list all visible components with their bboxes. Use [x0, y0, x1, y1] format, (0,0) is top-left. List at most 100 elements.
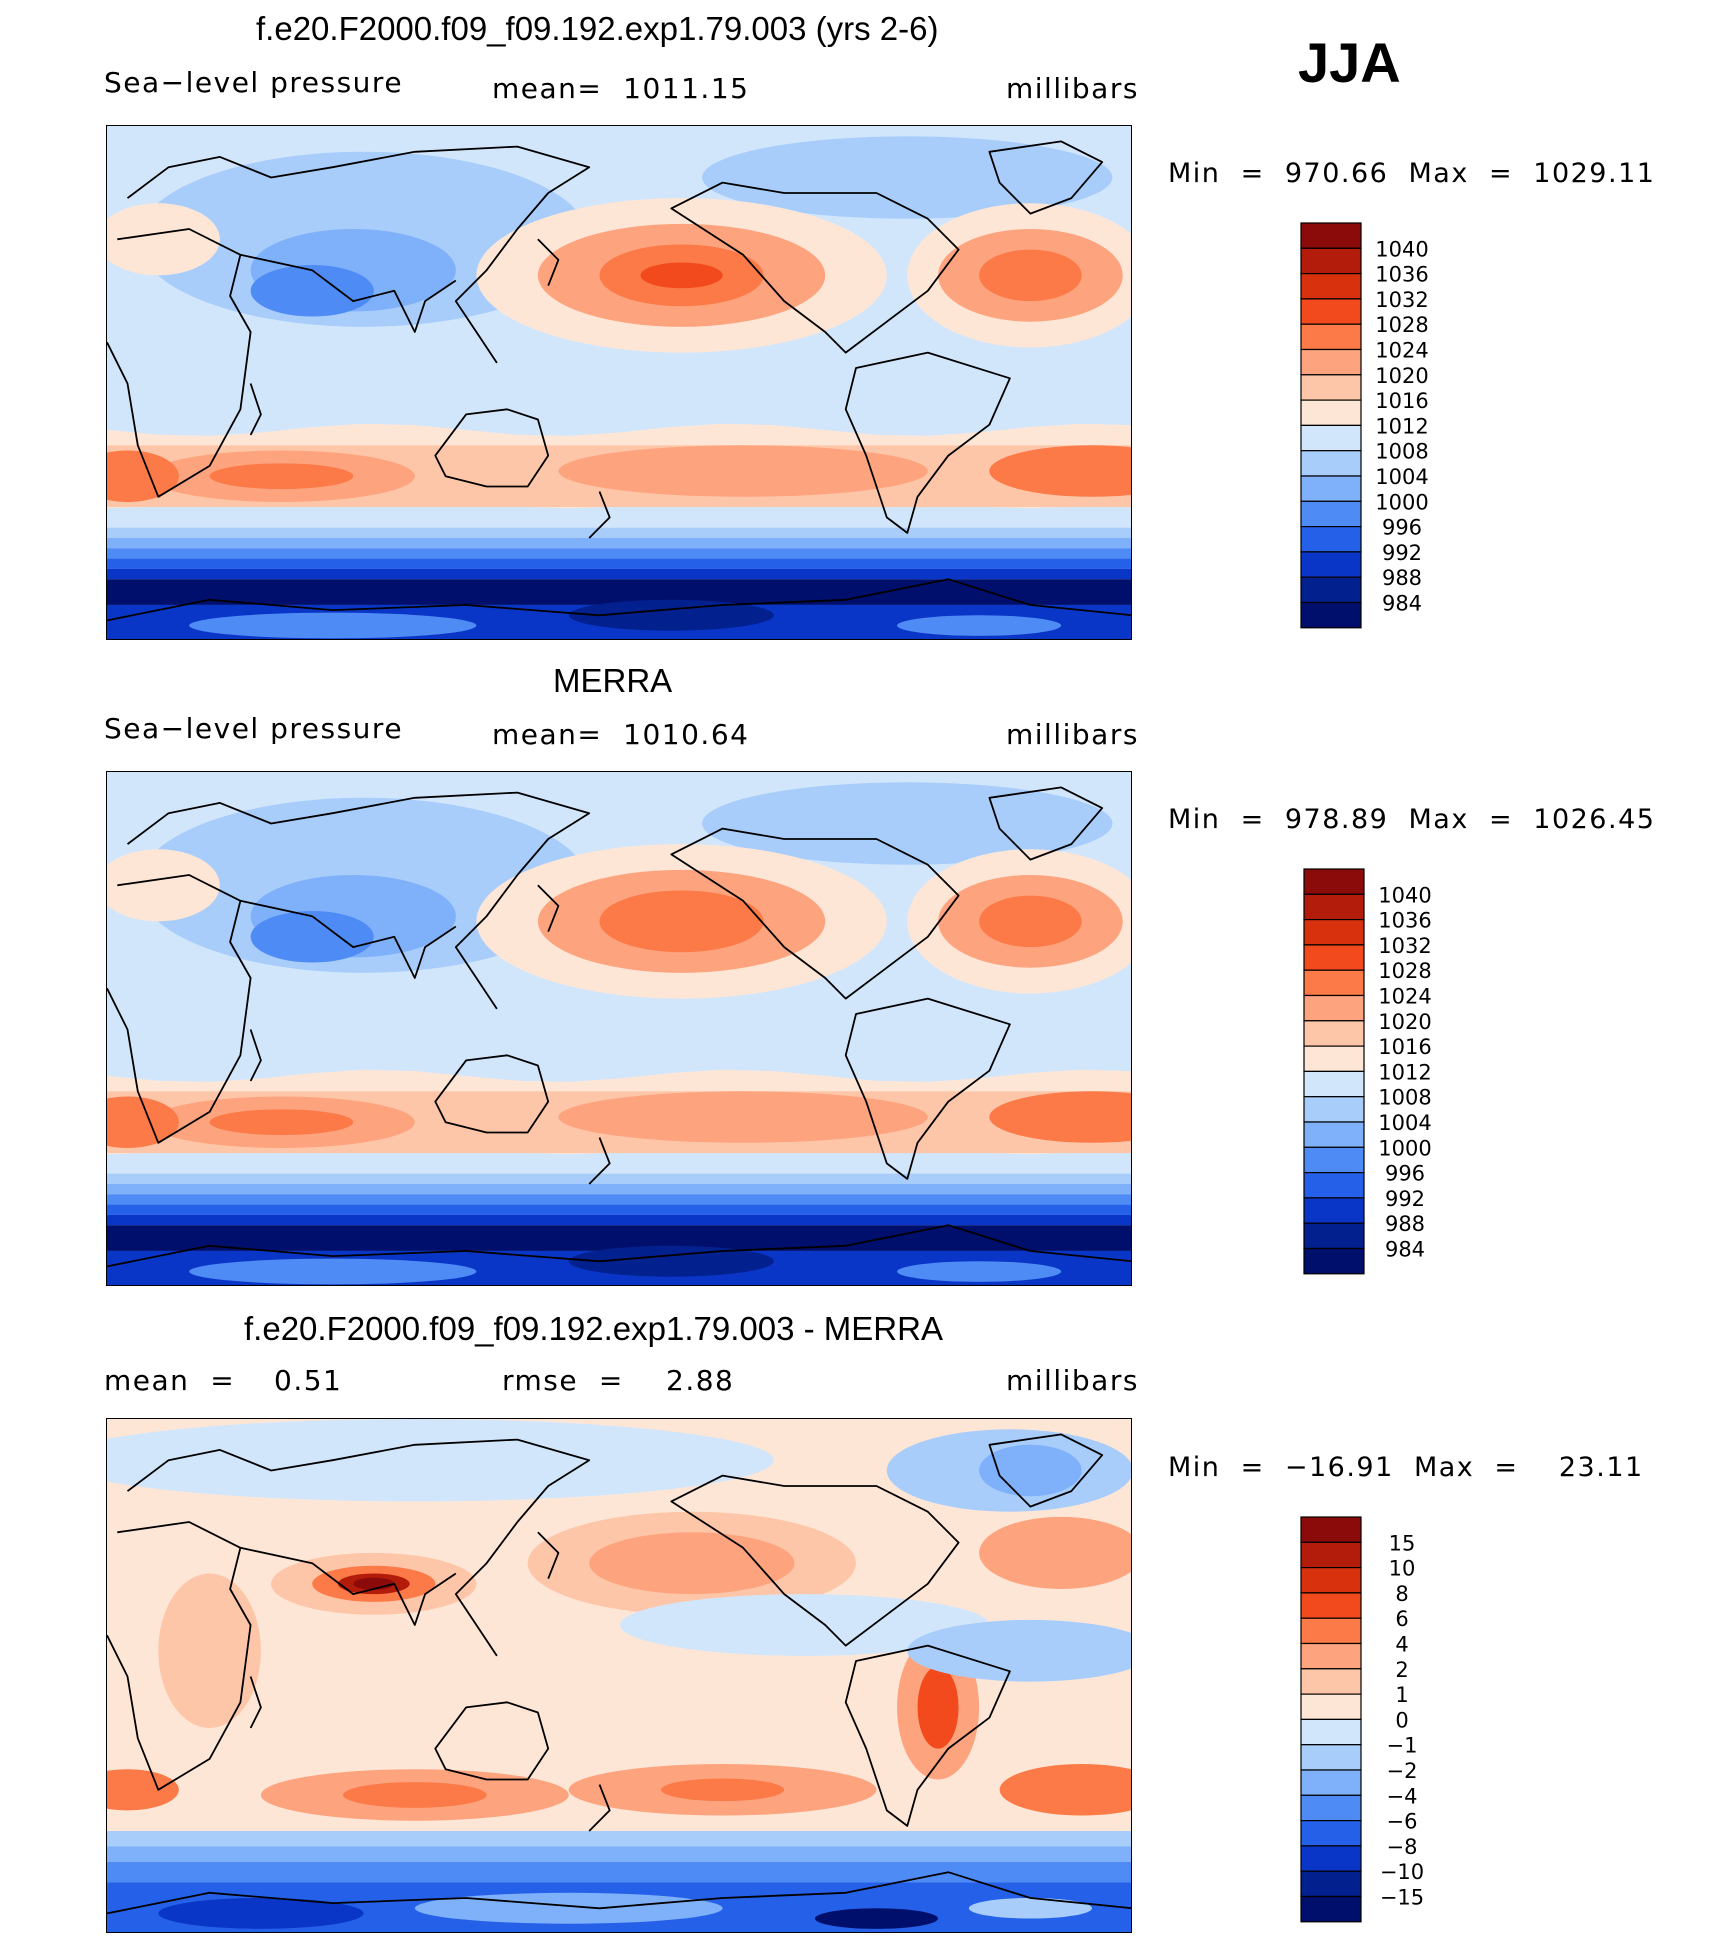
colorbar-tick-label: 988	[1385, 1212, 1425, 1236]
contour-band	[107, 527, 1131, 538]
coastline	[107, 578, 1131, 622]
contour-blob	[107, 1096, 179, 1148]
contour-blob	[989, 445, 1131, 497]
colorbar-swatch	[1300, 576, 1362, 604]
contour-band	[107, 1173, 1131, 1184]
contour-band	[107, 1225, 1131, 1251]
contour-band	[107, 1194, 1131, 1205]
coastline	[249, 1676, 262, 1729]
contour-band	[107, 1204, 1131, 1215]
colorbar-tick-label: 992	[1385, 1187, 1425, 1211]
contour-band	[107, 1184, 1131, 1195]
contour-blob	[189, 1258, 477, 1285]
contour-blob	[107, 849, 220, 922]
colorbar-tick-label: 992	[1382, 541, 1422, 565]
colorbar-tick-label: 1008	[1378, 1086, 1431, 1110]
colorbar-tick-label: −8	[1387, 1835, 1418, 1859]
colorbar-swatch	[1303, 1146, 1365, 1174]
contour-blob	[558, 445, 928, 497]
contour-blob	[979, 895, 1082, 948]
coastline	[844, 351, 1011, 534]
contour-blob	[107, 1419, 774, 1502]
contour-blob	[209, 1109, 354, 1136]
coastline	[434, 1701, 550, 1781]
panel3-units: millibars	[1006, 1364, 1139, 1397]
colorbar-swatch	[1300, 222, 1362, 249]
panel3-rmse-label: rmse =	[502, 1364, 624, 1397]
colorbar-tick-label: 4	[1395, 1633, 1408, 1657]
colorbar-swatch	[1300, 1794, 1362, 1822]
panel1-variable-label: Sea−level pressure	[104, 66, 404, 99]
contour-blob	[209, 463, 354, 490]
colorbar-tick-label: 996	[1385, 1162, 1425, 1186]
contour-band	[107, 1158, 1131, 1174]
panel1-mean: mean= 1011.15	[492, 72, 750, 105]
colorbar-swatch	[1303, 1197, 1365, 1224]
contour-blob	[620, 1594, 990, 1656]
contour-blob	[568, 599, 774, 631]
coastline	[240, 1546, 457, 1626]
colorbar-swatch	[1300, 1541, 1362, 1569]
panel1-colorbar: 1040103610321028102410201016101210081004…	[1300, 222, 1429, 629]
coastline	[240, 899, 457, 979]
coastline	[588, 1784, 611, 1832]
colorbar-tick-label: −6	[1387, 1810, 1418, 1834]
colorbar-tick-label: 2	[1395, 1658, 1408, 1682]
coastline	[537, 238, 560, 287]
colorbar-swatch	[1300, 450, 1362, 477]
colorbar-tick-label: 0	[1395, 1708, 1408, 1732]
colorbar-swatch	[1303, 1247, 1365, 1275]
panel2-mean: mean= 1010.64	[492, 718, 750, 751]
contour-blob	[979, 1516, 1131, 1589]
contour-band	[107, 548, 1131, 559]
contour-blob	[107, 1769, 179, 1811]
panel3-map	[106, 1418, 1132, 1933]
contour-blob	[979, 249, 1082, 302]
colorbar-swatch	[1300, 1870, 1362, 1898]
coastline	[454, 874, 519, 1010]
colorbar-tick-label: 6	[1395, 1607, 1408, 1631]
contour-blob	[107, 450, 179, 502]
colorbar-swatch	[1300, 1693, 1362, 1721]
colorbar-tick-label: 984	[1385, 1238, 1425, 1262]
colorbar-swatch	[1300, 323, 1362, 351]
coastline	[844, 1644, 1011, 1827]
colorbar-tick-label: −2	[1387, 1759, 1418, 1783]
contour-blob	[640, 262, 723, 289]
contour-blob	[897, 615, 1062, 636]
coastline	[107, 1871, 1131, 1915]
colorbar-swatch	[1300, 348, 1362, 376]
coastline	[537, 884, 560, 933]
panel2-map	[106, 771, 1132, 1286]
colorbar-tick-label: 1012	[1378, 1060, 1431, 1084]
coastline	[988, 140, 1104, 215]
coastline	[588, 491, 611, 539]
colorbar-tick-label: 1004	[1375, 465, 1428, 489]
panel3-mean-value: 0.51	[274, 1364, 343, 1397]
colorbar-swatch	[1303, 1070, 1365, 1098]
coastline	[988, 1433, 1104, 1508]
colorbar-tick-label: 988	[1382, 566, 1422, 590]
contour-band	[107, 1861, 1131, 1883]
colorbar-tick-label: 1012	[1375, 414, 1428, 438]
contour-blob	[702, 136, 1113, 219]
contour-blob	[640, 908, 723, 935]
colorbar-tick-label: −1	[1387, 1734, 1418, 1758]
colorbar-swatch	[1303, 1222, 1365, 1250]
contour-band	[107, 558, 1131, 569]
colorbar-swatch	[1300, 1895, 1362, 1923]
colorbar-swatch	[1303, 944, 1365, 971]
colorbar-tick-label: 1040	[1375, 237, 1428, 261]
contour-band	[107, 1831, 1131, 1847]
coastline	[434, 1054, 550, 1134]
contour-blob	[989, 1091, 1131, 1143]
colorbar-swatch	[1300, 1718, 1362, 1746]
contour-band	[107, 512, 1131, 528]
colorbar-swatch	[1303, 1045, 1365, 1073]
contour-blob	[342, 1782, 487, 1808]
colorbar-tick-label: 1	[1395, 1683, 1408, 1707]
panel2-units: millibars	[1006, 718, 1139, 751]
contour-blob	[968, 1897, 1092, 1919]
colorbar-tick-label: −15	[1380, 1886, 1424, 1910]
colorbar-swatch	[1300, 247, 1362, 275]
